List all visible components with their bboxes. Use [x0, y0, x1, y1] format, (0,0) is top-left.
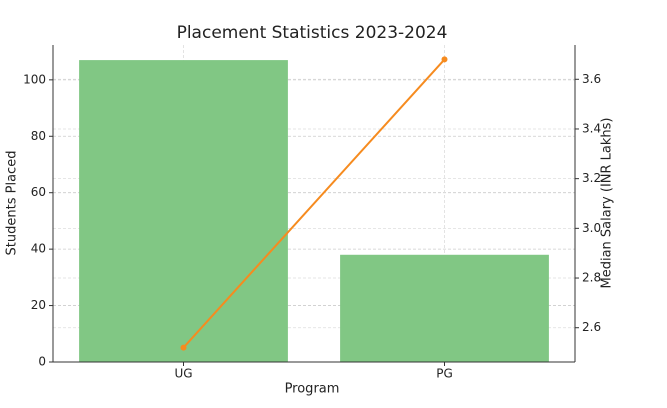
bar	[79, 60, 288, 362]
y-tick-label: 40	[31, 242, 46, 256]
x-axis-label: Program	[285, 382, 340, 397]
y2-axis-label: Median Salary (INR Lakhs)	[600, 118, 615, 289]
y2-tick-label: 3.2	[582, 171, 601, 185]
chart-title: Placement Statistics 2023-2024	[177, 23, 448, 43]
y-tick-label: 0	[38, 355, 46, 369]
y2-tick-label: 2.6	[582, 320, 601, 334]
point	[180, 344, 187, 351]
y2-tick-label: 3.0	[582, 221, 601, 235]
y-tick-label: 20	[31, 298, 46, 312]
y-tick-label: 100	[23, 72, 46, 86]
y-tick-label: 80	[31, 129, 46, 143]
x-tick-label: PG	[436, 367, 453, 381]
y-tick-label: 60	[31, 185, 46, 199]
bar	[340, 254, 549, 362]
line	[182, 58, 446, 349]
y-axis-label: Students Placed	[5, 151, 20, 256]
y2-tick-label: 3.4	[582, 121, 601, 135]
y2-tick-label: 2.8	[582, 271, 601, 285]
y2-tick-label: 3.6	[582, 72, 601, 86]
x-tick-label: UG	[174, 367, 192, 381]
point	[441, 56, 448, 63]
